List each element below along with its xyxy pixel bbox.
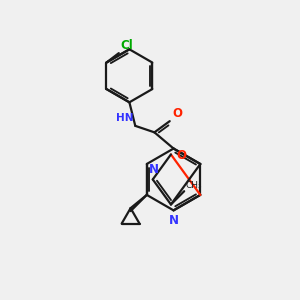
Text: N: N (169, 214, 178, 227)
Text: O: O (176, 149, 186, 162)
Text: O: O (172, 107, 182, 120)
Text: CH₃: CH₃ (186, 181, 202, 190)
Text: HN: HN (116, 113, 134, 124)
Text: N: N (149, 164, 159, 176)
Text: Cl: Cl (121, 39, 134, 52)
